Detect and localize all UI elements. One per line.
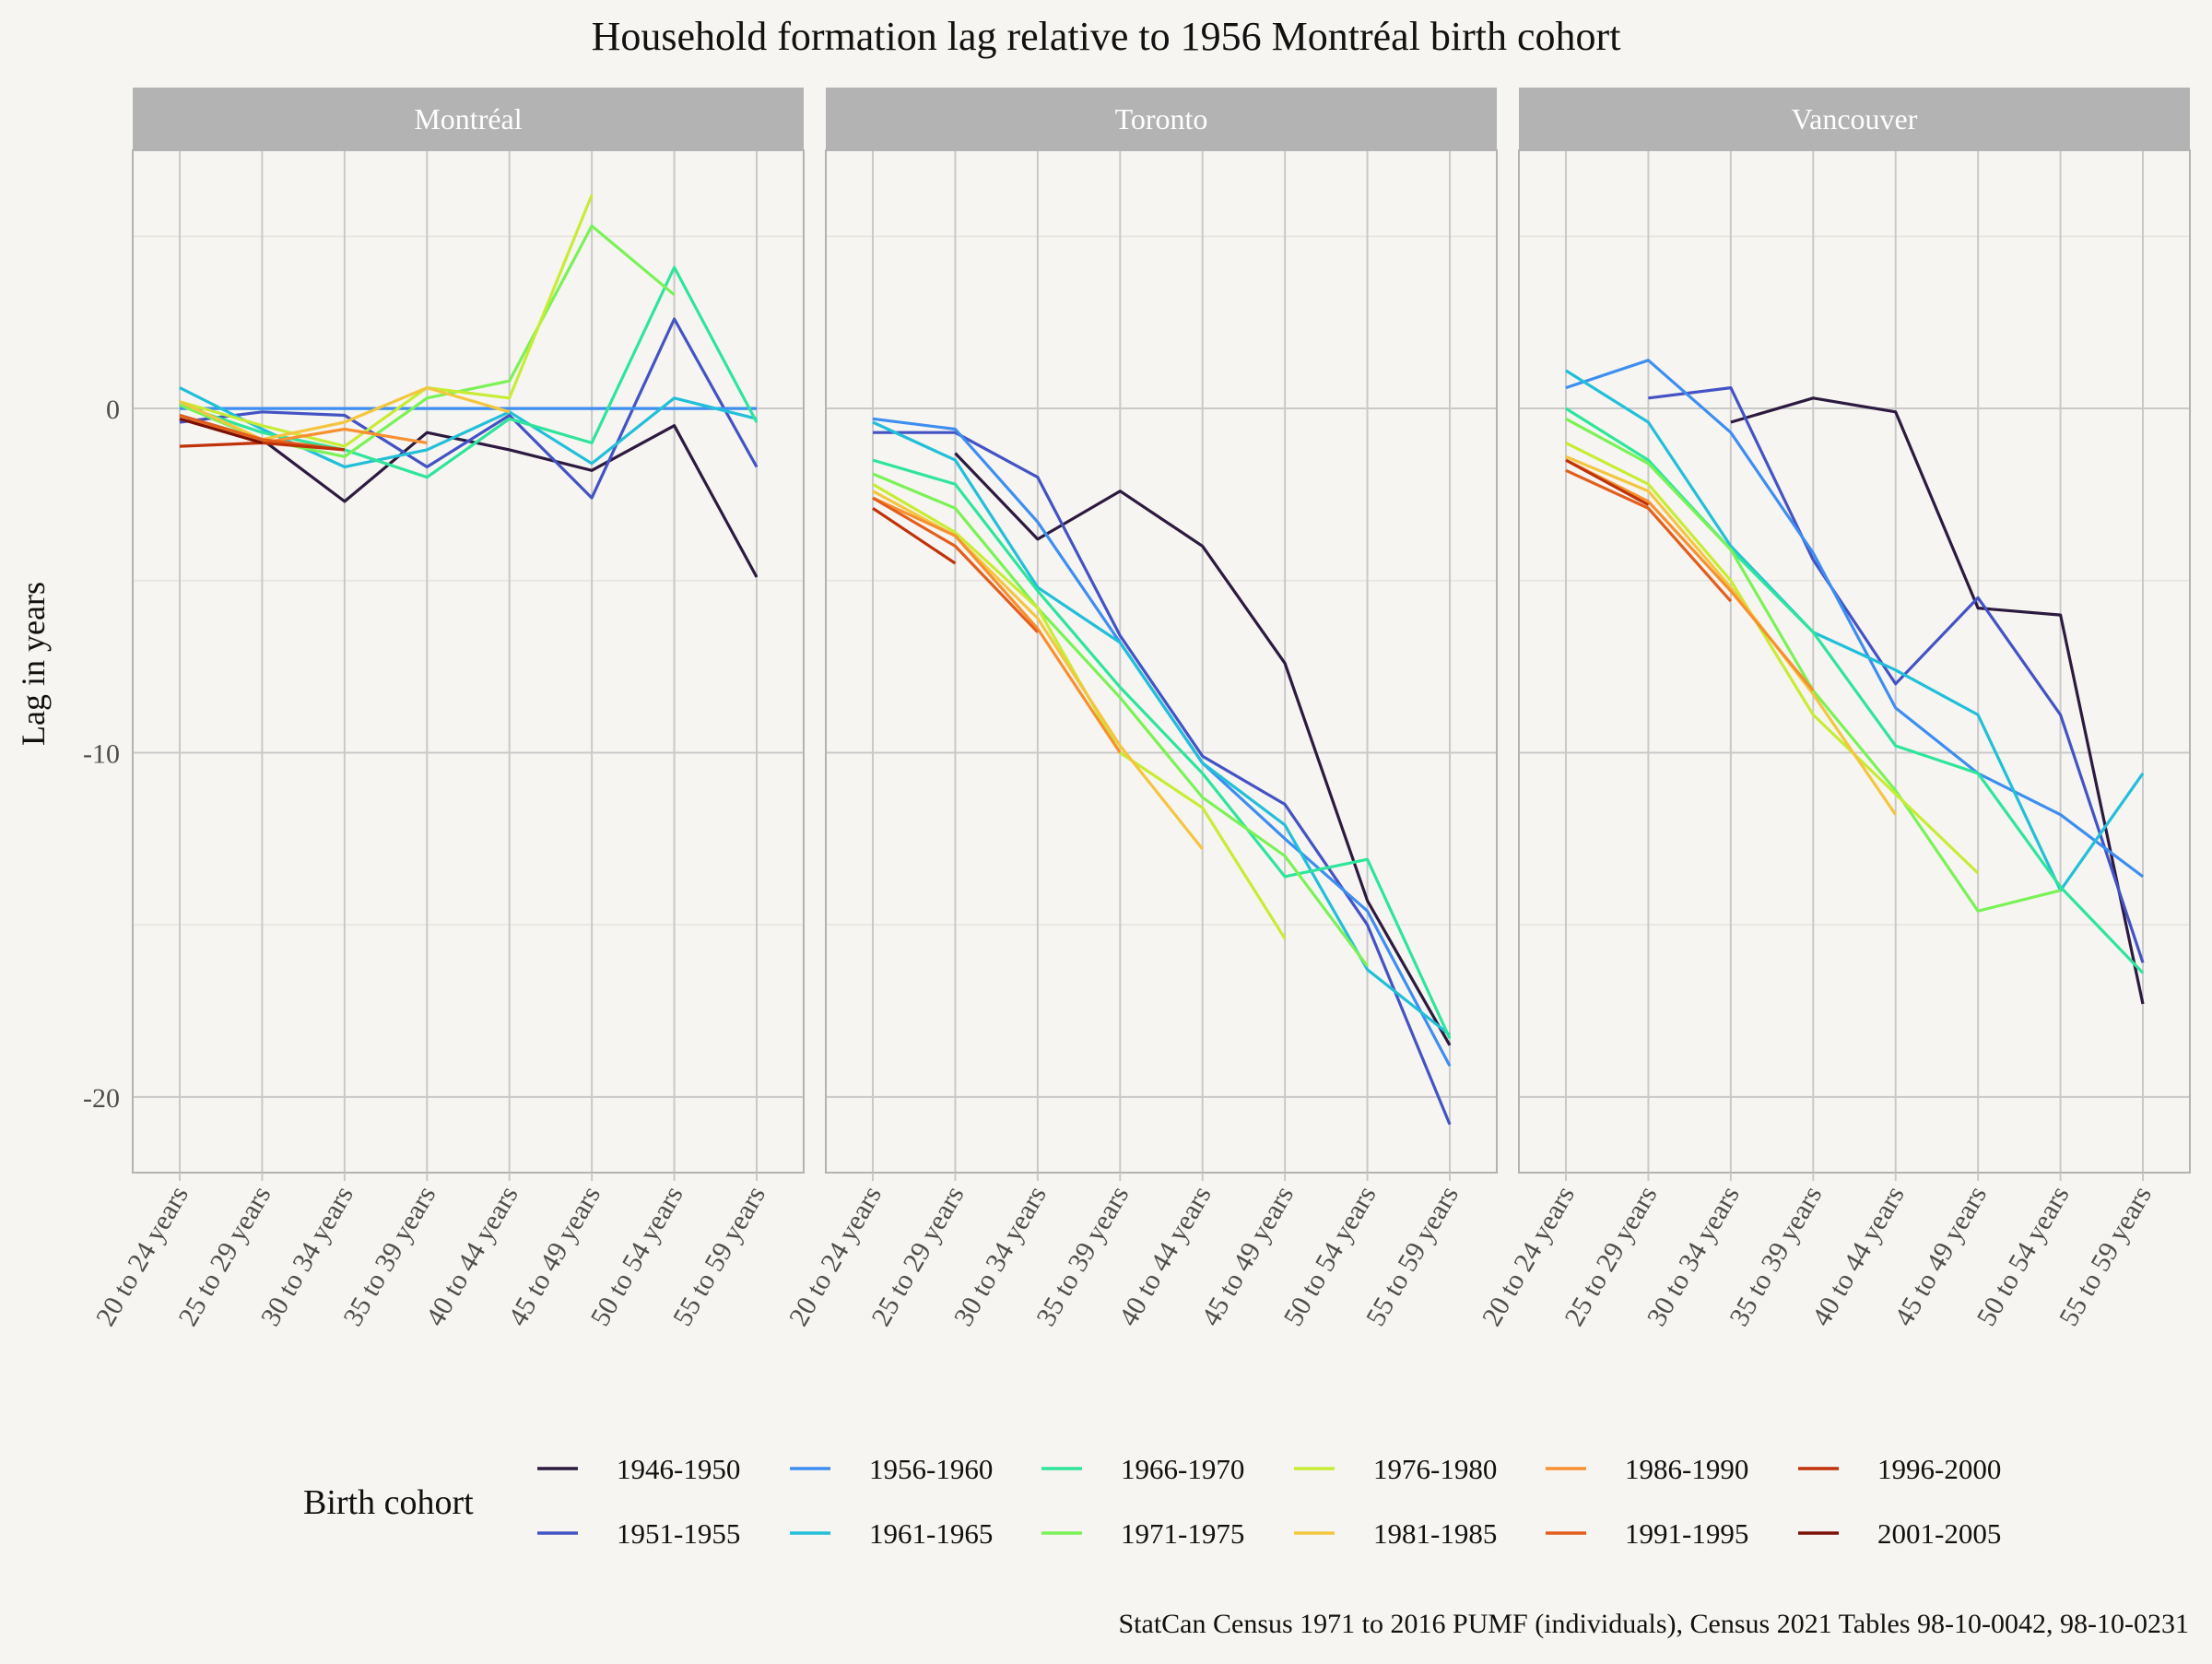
series-line-vancouver-1961-1965 (1565, 369, 2145, 892)
legend-item-1986-1990: 1986-1990 (1546, 1453, 1748, 1485)
legend-item-2001-2005: 2001-2005 (1798, 1517, 2001, 1550)
chart-title: Household formation lag relative to 1956… (592, 14, 1621, 59)
legend-item-1981-1985: 1981-1985 (1294, 1517, 1497, 1550)
series-line-vancouver-1981-1985 (1565, 454, 1898, 816)
series-line-toronto-1991-1995 (872, 496, 1040, 633)
series-line-vancouver-1976-1980 (1565, 441, 1980, 875)
legend-label-1966-1970: 1966-1970 (1121, 1453, 1244, 1485)
strip-vancouver (1519, 88, 2190, 150)
plot-area-vancouver (1519, 150, 2190, 1173)
legend: Birth cohort 1946-1950 1951-1955 1956-1960… (303, 1453, 2001, 1550)
series-line-toronto-1951-1955 (873, 431, 1452, 1126)
panel-border-vancouver (1518, 149, 2191, 1174)
legend-item-1946-1950: 1946-1950 (537, 1453, 740, 1485)
series-line-vancouver-1966-1970 (1565, 407, 2145, 974)
legend-item-1996-2000: 1996-2000 (1798, 1453, 2001, 1485)
y-tick-label: -10 (83, 738, 120, 769)
series-line-vancouver-1986-1990 (1565, 458, 1815, 692)
series-line-montreal-2001-2005 (179, 417, 263, 444)
series-line-vancouver-1996-2000 (1565, 458, 1650, 507)
legend-title: Birth cohort (303, 1483, 474, 1522)
legend-item-1971-1975: 1971-1975 (1041, 1517, 1244, 1550)
strip-label-toronto: Toronto (1115, 102, 1208, 136)
legend-label-1971-1975: 1971-1975 (1121, 1517, 1244, 1550)
strip-montreal (133, 88, 804, 150)
plot-area-toronto (826, 150, 1497, 1173)
series-line-montreal-1986-1990 (179, 413, 428, 444)
legend-label-2001-2005: 2001-2005 (1877, 1517, 2001, 1550)
legend-label-1991-1995: 1991-1995 (1625, 1517, 1748, 1550)
series-line-toronto-1946-1950 (954, 452, 1452, 1046)
strip-label-montreal: Montréal (414, 102, 522, 136)
series-line-vancouver-1956-1960 (1565, 359, 2144, 879)
legend-label-1961-1965: 1961-1965 (869, 1517, 993, 1550)
y-axis-title: Lag in years (15, 582, 52, 746)
series-line-toronto-1996-2000 (872, 506, 957, 565)
series-line-montreal-1951-1955 (179, 317, 759, 500)
strip-toronto (826, 88, 1497, 150)
strip-label-vancouver: Vancouver (1792, 102, 1918, 136)
series-line-vancouver-1951-1955 (1648, 386, 2145, 963)
legend-label-1946-1950: 1946-1950 (617, 1453, 740, 1485)
panel-border-toronto (825, 149, 1498, 1174)
series-line-toronto-1986-1990 (872, 496, 1122, 754)
panel-border-montreal (132, 149, 805, 1174)
chart-caption: StatCan Census 1971 to 2016 PUMF (indivi… (1119, 1609, 2190, 1639)
legend-item-1961-1965: 1961-1965 (790, 1517, 993, 1550)
legend-label-1951-1955: 1951-1955 (617, 1517, 740, 1550)
plot-area-montreal (133, 150, 804, 1173)
series-line-vancouver-1946-1950 (1730, 396, 2145, 1005)
series-line-toronto-1971-1975 (872, 472, 1369, 967)
legend-label-1986-1990: 1986-1990 (1625, 1453, 1748, 1485)
legend-label-1976-1980: 1976-1980 (1373, 1453, 1497, 1485)
series-line-montreal-1976-1980 (179, 194, 594, 448)
legend-label-1981-1985: 1981-1985 (1373, 1517, 1497, 1550)
legend-item-1991-1995: 1991-1995 (1546, 1517, 1748, 1550)
y-tick-label: 0 (106, 395, 120, 425)
series-line-vancouver-1991-1995 (1565, 468, 1733, 603)
series-line-montreal-1981-1985 (179, 386, 511, 442)
series-line-toronto-1966-1970 (872, 458, 1452, 1040)
legend-label-1996-2000: 1996-2000 (1877, 1453, 2001, 1485)
legend-item-1951-1955: 1951-1955 (537, 1517, 740, 1550)
y-tick-label: -20 (83, 1083, 120, 1114)
legend-items: 1946-1950 1951-1955 1956-1960 1961-1965 1966… (537, 1453, 2001, 1550)
legend-item-1966-1970: 1966-1970 (1041, 1453, 1244, 1485)
legend-item-1976-1980: 1976-1980 (1294, 1453, 1497, 1485)
legend-label-1956-1960: 1956-1960 (869, 1453, 993, 1485)
legend-item-1956-1960: 1956-1960 (790, 1453, 993, 1485)
series-line-toronto-1981-1985 (872, 490, 1204, 850)
